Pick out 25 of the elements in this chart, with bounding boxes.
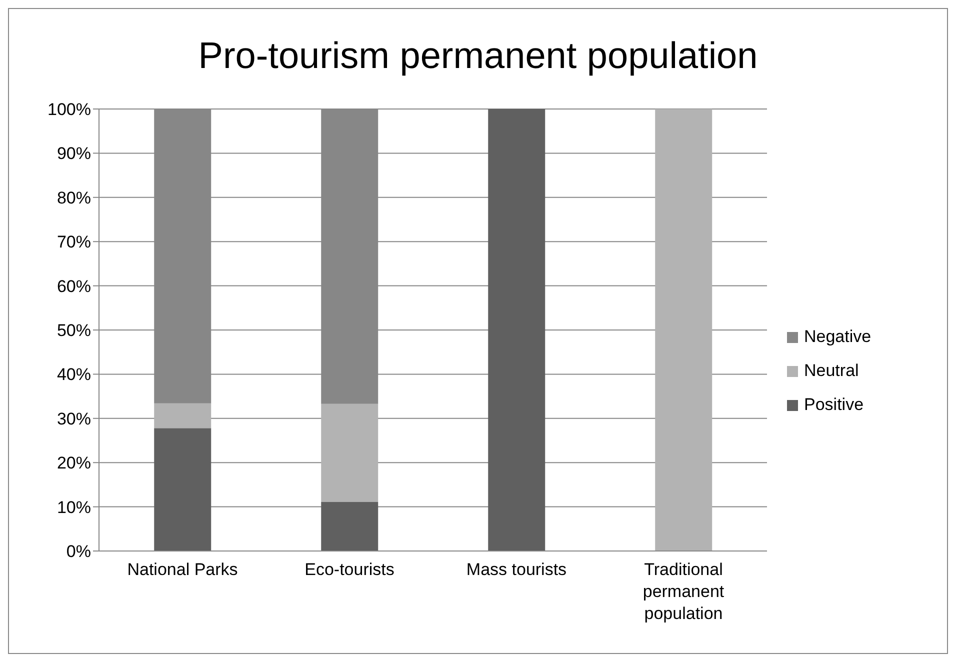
y-tick-label: 80% [56, 188, 91, 208]
y-tick-label: 60% [56, 276, 91, 296]
legend-label: Negative [804, 327, 872, 347]
y-tick-label: 40% [56, 365, 91, 384]
y-tick-label: 90% [56, 144, 91, 164]
bar [321, 404, 378, 502]
y-tick-label: 30% [56, 409, 91, 428]
x-tick-label: Eco-tourists [304, 560, 394, 579]
y-tick-label: 0% [66, 542, 91, 562]
legend-label: Neutral [804, 361, 859, 381]
y-tick-label: 20% [56, 454, 91, 473]
bar [655, 109, 712, 551]
y-tick-label: 70% [56, 232, 91, 252]
bar [154, 428, 212, 551]
y-tick-label: 10% [56, 498, 91, 517]
x-tick-label: Traditional permanent population [642, 560, 724, 623]
bar [488, 109, 546, 551]
bar [154, 403, 212, 428]
chart-title: Pro-tourism permanent population [197, 35, 759, 78]
legend-label: Positive [804, 395, 864, 415]
x-tick-label: Mass tourists [466, 560, 567, 579]
x-tick-label: National Parks [127, 560, 238, 579]
y-tick-label: 50% [56, 321, 91, 340]
bar [321, 502, 378, 551]
y-tick-label: 100% [48, 100, 91, 120]
